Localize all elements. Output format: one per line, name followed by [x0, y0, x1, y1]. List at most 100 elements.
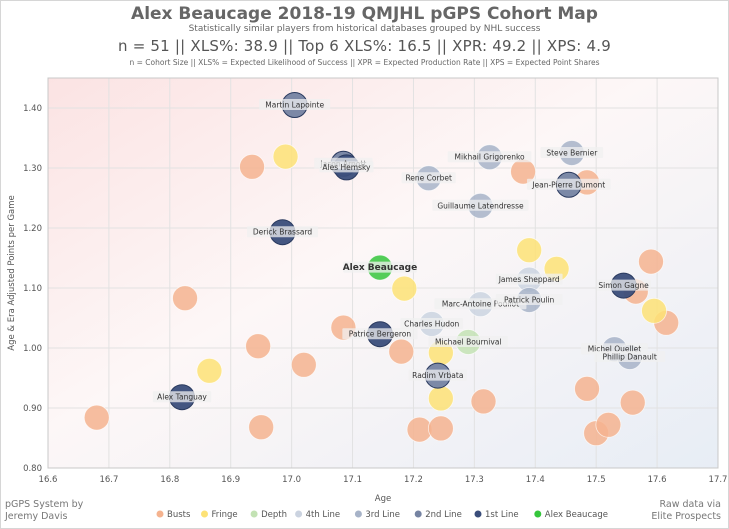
x-tick-label: 17.5 — [587, 475, 606, 485]
legend-entry: 3rd Line — [365, 510, 400, 520]
chart-subtitle: Statistically similar players from histo… — [188, 24, 541, 34]
legend-swatch — [414, 510, 422, 518]
legend-entry: Busts — [167, 510, 191, 520]
y-tick-label: 0.90 — [23, 404, 42, 414]
x-tick-label: 17.3 — [465, 475, 484, 485]
legend-entry: Depth — [261, 510, 287, 520]
x-tick-label: 17.6 — [648, 475, 667, 485]
y-axis-label: Age & Era Adjusted Points per Game — [7, 195, 17, 351]
legend-entry: Fringe — [212, 510, 238, 520]
point-label: Marc-Antoine Pouliot — [442, 300, 519, 309]
label-background — [526, 178, 611, 190]
axes: 16.6 16.7 16.8 16.9 17.0 17.1 17.2 17.3 17.4 17.5… — [7, 77, 728, 504]
data-point-busts — [172, 285, 198, 312]
data-point-busts — [245, 333, 272, 360]
x-tick-label: 17.7 — [709, 475, 728, 485]
legend-swatch — [295, 510, 303, 518]
point-label: Mikhail Grigorenko — [455, 153, 525, 162]
label-background — [428, 336, 508, 347]
data-point-busts — [239, 153, 265, 180]
point-label: Jean-Pierre Dumont — [531, 180, 605, 189]
label-background — [259, 99, 331, 110]
x-tick-label: 17.2 — [404, 475, 423, 485]
point-labels: Michael Bournival Charles Hudon Marc-Antoi… — [152, 99, 666, 403]
y-tick-label: 1.20 — [23, 224, 42, 234]
plot-border — [47, 77, 719, 469]
label-background — [447, 151, 532, 163]
x-tick-label: 16.9 — [221, 475, 240, 485]
x-tick-label: 16.6 — [39, 475, 58, 485]
point-label: Phillip Danault — [603, 353, 657, 362]
x-tick-label: 16.8 — [160, 475, 179, 485]
label-background — [594, 351, 666, 362]
legend: Busts Fringe Depth 4th Line 3rd Line 2nd Line… — [156, 510, 608, 520]
data-point-fringe — [391, 275, 418, 302]
label-background — [495, 273, 563, 285]
data-point-busts — [619, 389, 646, 416]
data-point-busts — [248, 414, 275, 441]
y-tick-label: 1.40 — [23, 104, 42, 114]
x-axis-label: Age — [375, 494, 391, 504]
credit-right-line1: Raw data via — [659, 499, 721, 510]
stats-definitions: n = Cohort Size || XLS% = Expected Likel… — [129, 58, 600, 67]
data-point-busts — [427, 415, 454, 442]
legend-entry: Alex Beaucage — [545, 510, 608, 520]
y-tick-label: 1.30 — [23, 164, 42, 174]
data-point-busts — [595, 411, 622, 438]
legend-swatch — [156, 510, 164, 518]
data-point-fringe — [641, 297, 667, 324]
data-point-fringe — [196, 357, 223, 384]
legend-swatch — [474, 510, 482, 518]
label-background — [400, 318, 464, 329]
data-point-fringe — [427, 385, 454, 412]
y-tick-label: 1.00 — [23, 344, 42, 354]
point-label: James Sheppard — [498, 275, 560, 284]
data-point-busts — [638, 248, 664, 275]
point-label: Derick Brassard — [253, 228, 313, 237]
x-tick-label: 17.0 — [282, 475, 301, 485]
label-background — [401, 172, 456, 184]
data-point-busts — [574, 375, 600, 402]
label-background — [152, 391, 212, 403]
label-background — [342, 328, 418, 340]
y-tick-label: 1.10 — [23, 284, 42, 294]
label-background — [495, 294, 563, 305]
point-label: Ales Hemsky — [322, 163, 371, 172]
credit-left-line2: Jeremy Davis — [5, 511, 68, 522]
legend-swatch — [534, 510, 542, 518]
point-label: Rene Corbet — [405, 174, 452, 183]
point-label: Patrice Bergeron — [349, 330, 412, 339]
label-background — [540, 147, 604, 158]
point-label: Guillaume Latendresse — [437, 201, 524, 210]
chart-title: Alex Beaucage 2018-19 QMJHL pGPS Cohort … — [131, 4, 598, 24]
point-label: Michael Bournival — [435, 338, 502, 347]
label-background — [596, 279, 651, 291]
data-point-fringe — [516, 237, 543, 264]
credit-right: Raw data via Elite Prospects — [611, 499, 721, 523]
credit-left-line1: pGPS System by — [5, 499, 84, 510]
label-background — [432, 199, 529, 211]
legend-swatch — [201, 510, 208, 518]
x-tick-label: 17.4 — [526, 475, 545, 485]
label-background — [408, 369, 468, 381]
point-label: Michel Ouellet — [588, 345, 642, 354]
point-label: Martin Lapointe — [265, 101, 324, 110]
point-label: Simon Gagne — [598, 281, 649, 290]
point-label: Radim Vrbata — [412, 371, 463, 380]
data-point-busts — [83, 404, 110, 431]
point-label: Patrick Poulin — [504, 296, 555, 305]
gridlines — [47, 78, 719, 469]
cohort-stats: n = 51 || XLS%: 38.9 || Top 6 XLS%: 16.5… — [118, 37, 611, 55]
x-tick-label: 16.7 — [99, 475, 118, 485]
point-label: Alex Tanguay — [157, 393, 207, 402]
point-label: Alex Beaucage — [343, 263, 418, 273]
label-background — [343, 261, 417, 273]
legend-entry: 2nd Line — [425, 510, 462, 520]
data-point-busts — [388, 338, 415, 365]
data-point-fringe — [272, 143, 299, 170]
y-tick-label: 0.80 — [23, 464, 42, 474]
legend-entry: 1st Line — [485, 510, 519, 520]
credit-left: pGPS System by Jeremy Davis — [5, 499, 115, 523]
legend-entry: 4th Line — [306, 510, 341, 520]
data-point-busts — [290, 351, 317, 378]
